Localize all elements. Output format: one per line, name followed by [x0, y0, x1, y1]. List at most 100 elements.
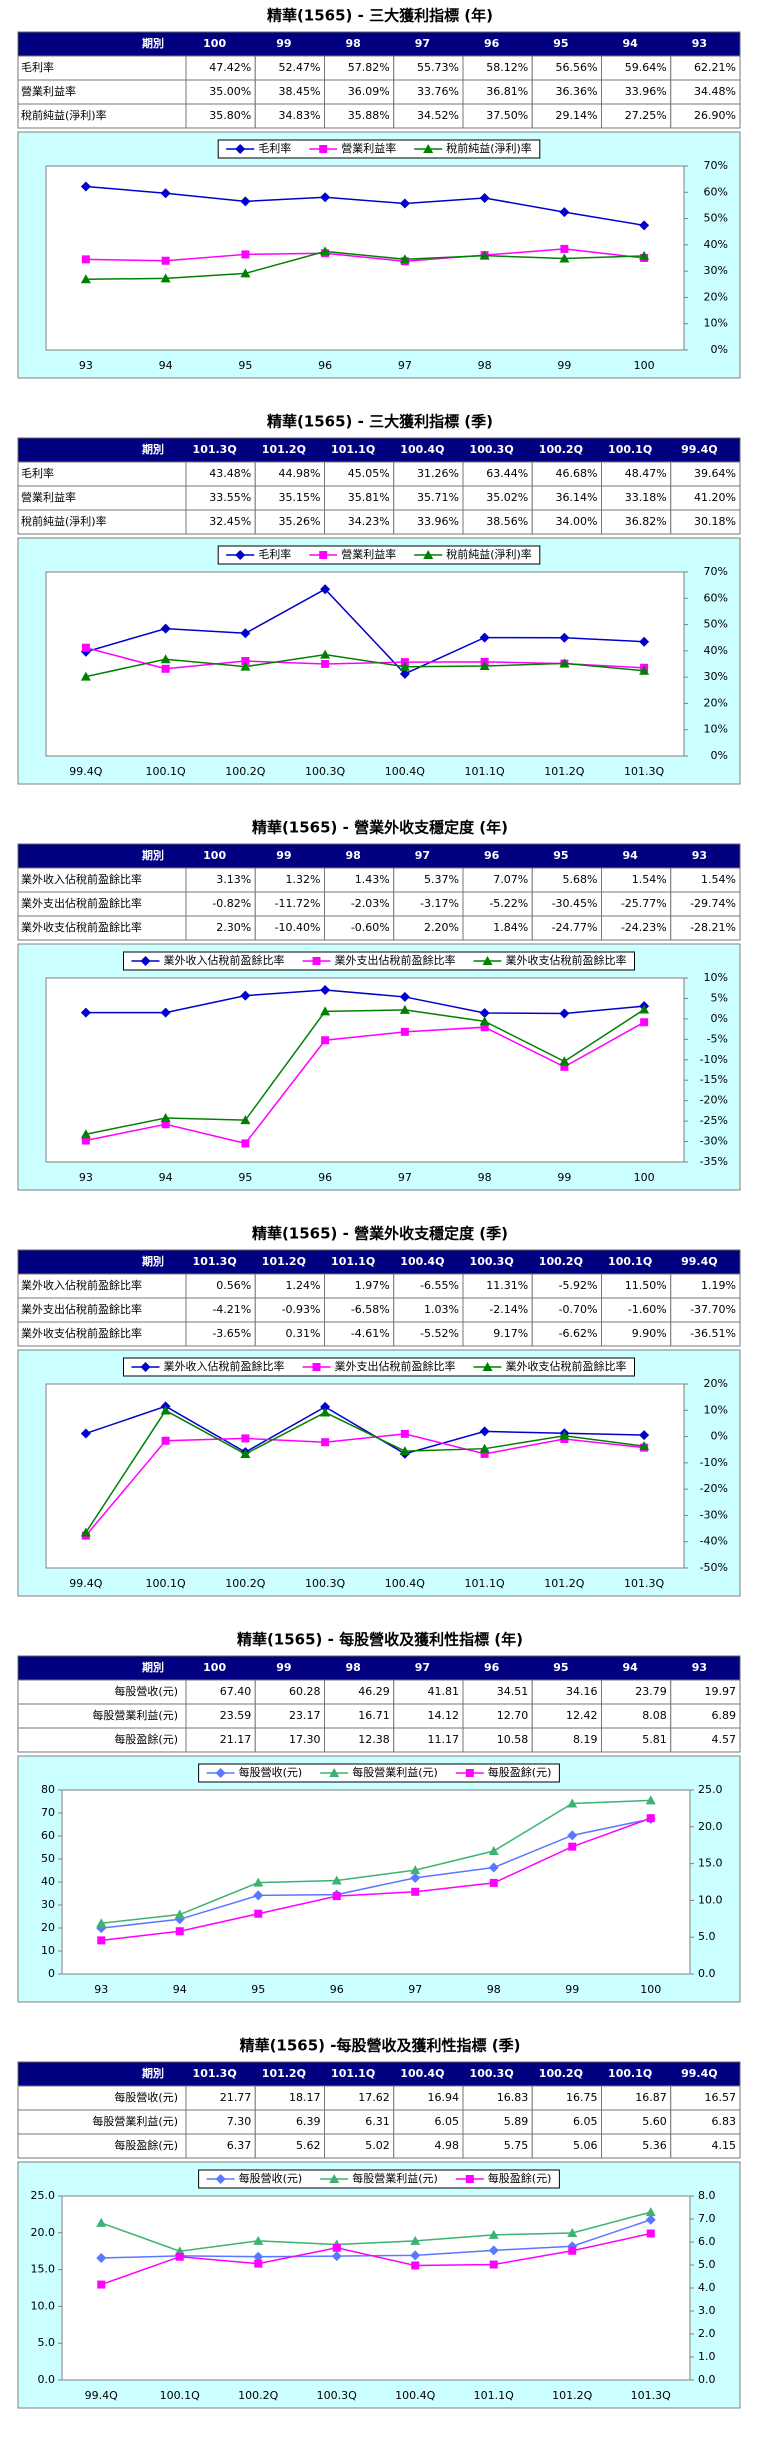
table-header-label: 期別	[142, 2066, 164, 2080]
table-cell	[254, 1727, 325, 1753]
legend-label: 營業利益率	[341, 547, 396, 561]
table-row-label: 業外收支佔稅前盈餘比率	[21, 920, 142, 934]
table-header-cell: 100.2Q	[539, 1255, 583, 1268]
table-value: 1.54%	[632, 873, 667, 886]
table-value: 34.00%	[556, 515, 598, 528]
table-header-cell: 98	[345, 1661, 360, 1674]
table-header-cell: 101.2Q	[262, 443, 306, 456]
point	[399, 991, 410, 1002]
point	[175, 2252, 184, 2261]
y-tick-label: 40%	[704, 644, 728, 657]
series-line	[101, 1817, 652, 1942]
plot-area	[45, 1383, 685, 1569]
table-value: 29.14%	[556, 109, 598, 122]
table-row-label: 業外支出佔稅前盈餘比率	[21, 1302, 142, 1316]
table-header-cell: 97	[415, 1661, 430, 1674]
table-cell	[531, 1273, 602, 1299]
table-cell	[17, 1297, 187, 1323]
x-tick-label: 94	[159, 359, 173, 372]
point	[160, 273, 171, 283]
point	[320, 246, 331, 256]
y-tick-label: 0%	[711, 749, 728, 762]
table-value: -0.93%	[282, 1303, 321, 1316]
table-header-cell: 99.4Q	[681, 2067, 718, 2080]
table-header-cell: 101.2Q	[262, 2067, 306, 2080]
point	[80, 1527, 91, 1537]
x-tick-label: 96	[330, 1983, 344, 1996]
table-cell	[393, 1297, 464, 1323]
y-tick-label: -5%	[707, 1032, 728, 1045]
table-cell	[670, 2109, 741, 2135]
point	[241, 250, 250, 259]
table-value: 31.26%	[417, 467, 459, 480]
table-value: 19.97	[705, 1685, 737, 1698]
table-header-cell: 99.4Q	[681, 1255, 718, 1268]
table-value: 58.12%	[486, 61, 528, 74]
point	[160, 1007, 171, 1018]
legend-label: 每股營收(元)	[239, 2171, 303, 2185]
table-cell	[254, 1273, 325, 1299]
table-value: 5.37%	[424, 873, 459, 886]
point	[312, 1363, 321, 1371]
x-tick-label: 101.3Q	[631, 2389, 671, 2402]
series-line	[85, 1021, 645, 1145]
table-cell	[601, 2109, 672, 2135]
table-value: 8.19	[573, 1733, 598, 1746]
x-tick-label: 97	[408, 1983, 422, 1996]
point	[320, 1006, 331, 1016]
table-header-cell: 100	[203, 1661, 226, 1674]
point	[559, 1430, 570, 1440]
table-cell	[254, 867, 325, 893]
point	[480, 1023, 489, 1032]
point	[80, 181, 91, 192]
table-value: 55.73%	[417, 61, 459, 74]
point	[320, 584, 331, 595]
table-row-label: 稅前純益(淨利)率	[21, 108, 107, 122]
table-cell	[17, 55, 187, 81]
table-value: 6.37	[227, 2139, 252, 2152]
table-value: 3.13%	[216, 873, 251, 886]
x-tick-label: 100.4Q	[395, 2389, 435, 2402]
table-value: -6.55%	[420, 1279, 459, 1292]
y-tick-label: 60%	[704, 591, 728, 604]
y-tick-label: 10%	[704, 971, 728, 984]
table-cell	[531, 55, 602, 81]
table-value: 33.76%	[417, 85, 459, 98]
table-value: 35.71%	[417, 491, 459, 504]
table-cell	[462, 79, 533, 105]
table-value: -30.45%	[552, 897, 598, 910]
table-header-label: 期別	[142, 1660, 164, 1674]
y-tick-label: -25%	[700, 1114, 728, 1127]
table-value: 35.81%	[348, 491, 390, 504]
table-value: 59.64%	[625, 61, 667, 74]
table-header-cell: 100.4Q	[400, 443, 444, 456]
table-value: 4.57	[712, 1733, 737, 1746]
table-header-cell: 93	[692, 849, 707, 862]
table-cell	[670, 79, 741, 105]
y-tick-label: 10%	[704, 1403, 728, 1416]
point	[96, 2253, 107, 2264]
table-cell	[601, 79, 672, 105]
table-cell	[185, 79, 256, 105]
point	[81, 255, 90, 264]
section-title: 精華(1565) - 營業外收支穩定度 (季)	[252, 1225, 508, 1243]
x-tick-label: 100.1Q	[160, 2389, 200, 2402]
y-tick-label: 15.0	[31, 2263, 56, 2276]
y-tick-label: -30%	[700, 1135, 728, 1148]
table-row-label: 稅前純益(淨利)率	[21, 514, 107, 528]
x-tick-label: 101.1Q	[465, 765, 505, 778]
point	[400, 1429, 409, 1438]
table-cell	[462, 1321, 533, 1347]
table-header-bg	[17, 843, 741, 869]
point	[321, 659, 330, 668]
table-header-cell: 98	[345, 37, 360, 50]
point	[329, 1768, 340, 1777]
y-tick-label: -15%	[700, 1073, 728, 1086]
table-cell	[670, 1297, 741, 1323]
point	[80, 274, 91, 284]
legend-label: 營業利益率	[341, 141, 396, 155]
y2-tick-label: 3.0	[698, 2304, 716, 2317]
table-cell	[185, 867, 256, 893]
table-value: -3.17%	[420, 897, 459, 910]
